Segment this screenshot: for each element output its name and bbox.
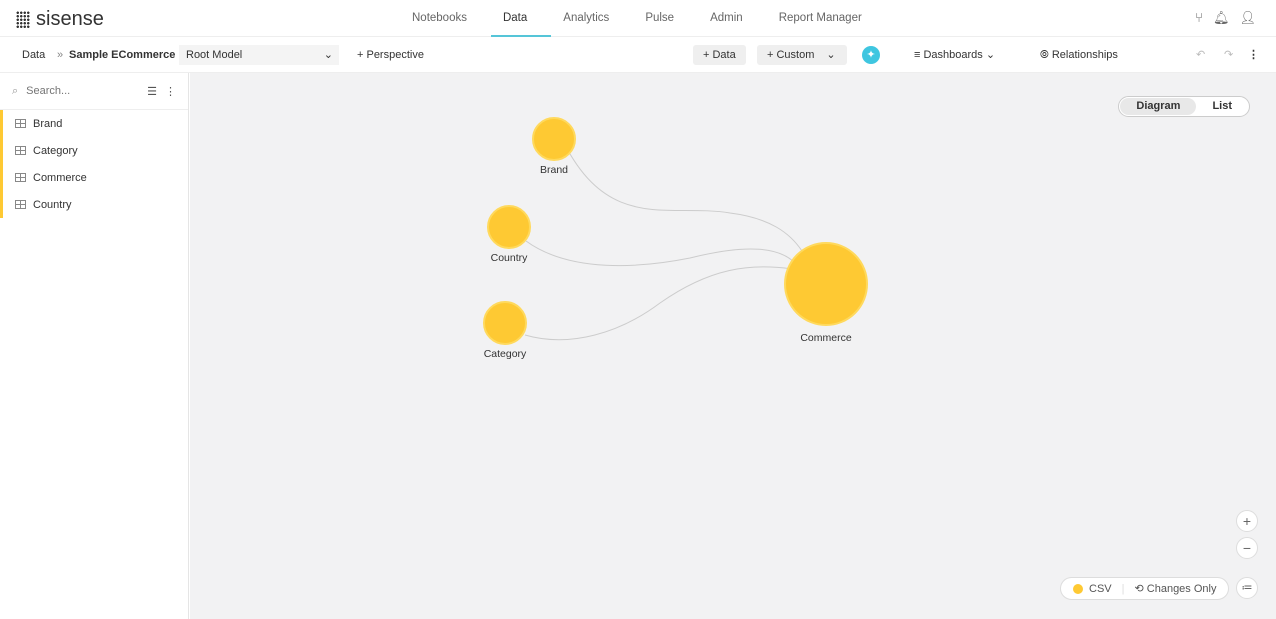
changes-only-toggle[interactable]: ⟲ Changes Only (1134, 583, 1217, 595)
sidebar-item-brand[interactable]: Brand (0, 110, 188, 137)
node-commerce[interactable] (784, 242, 868, 326)
nav-analytics[interactable]: Analytics (563, 12, 610, 24)
relationship-line (524, 266, 793, 341)
legend: CSV | ⟲ Changes Only (1060, 577, 1230, 600)
sidebar-item-country[interactable]: Country (0, 191, 188, 218)
add-perspective-button[interactable]: + Perspective (357, 49, 424, 61)
table-icon (15, 146, 26, 155)
table-icon (15, 173, 26, 182)
node-brand[interactable] (532, 117, 576, 161)
nav-data[interactable]: Data (490, 0, 552, 37)
relationship-lines (524, 142, 803, 341)
relationship-line (525, 240, 796, 267)
logo-icon (16, 10, 30, 29)
tab-list[interactable]: List (1212, 100, 1232, 112)
sidebar: ⌕ ☰ ⋮ Brand Category Commerce Country (0, 73, 189, 619)
list-icon: ≡ (914, 49, 924, 61)
node-country[interactable] (487, 205, 531, 249)
redo-icon[interactable]: ↷ (1224, 49, 1234, 61)
sisense-logo[interactable]: sisense (16, 8, 104, 31)
layout-icon[interactable]: ☰ (147, 85, 157, 98)
table-icon (15, 200, 26, 209)
top-nav-bar: sisense Notebooks Data Analytics Pulse A… (0, 0, 1276, 37)
node-label-category: Category (483, 348, 527, 360)
table-icon (15, 119, 26, 128)
node-label-brand: Brand (539, 164, 569, 176)
relationships-icon: ⦾ (1040, 49, 1052, 61)
node-label-country: Country (490, 252, 528, 264)
more-icon[interactable]: ⋮ (1248, 49, 1259, 61)
diagram-canvas[interactable]: Diagram List Brand Country Category Comm… (190, 73, 1276, 619)
sidebar-item-commerce[interactable]: Commerce (0, 164, 188, 191)
chevron-down-icon: ⌄ (323, 49, 333, 61)
undo-icon[interactable]: ↶ (1196, 49, 1206, 61)
search-icon: ⌕ (12, 84, 19, 97)
zoom-in-button[interactable]: + (1236, 510, 1258, 532)
more-icon[interactable]: ⋮ (165, 85, 176, 98)
nav-pulse[interactable]: Pulse (645, 12, 675, 24)
nav-notebooks[interactable]: Notebooks (412, 12, 467, 24)
git-branch-icon[interactable]: ⑂ (1195, 10, 1203, 25)
node-label-commerce: Commerce (800, 332, 852, 344)
dashboards-button[interactable]: ≡ Dashboards ⌄ (914, 49, 996, 61)
sidebar-item-category[interactable]: Category (0, 137, 188, 164)
custom-button[interactable]: + Custom ⌄ (757, 45, 847, 65)
relationships-button[interactable]: ⦾ Relationships (1040, 49, 1118, 61)
chevron-down-icon: ⌄ (826, 49, 836, 61)
view-toggle: Diagram List (1118, 96, 1250, 117)
bell-icon[interactable]: 🔔︎ (1212, 10, 1230, 25)
changes-icon: ⟲ (1134, 583, 1147, 595)
ai-assistant-icon[interactable]: ✦ (862, 46, 880, 64)
csv-dot-icon (1073, 583, 1083, 594)
main-nav: Notebooks Data Analytics Pulse Admin Rep… (400, 0, 886, 37)
relationship-line (563, 142, 803, 252)
add-data-button[interactable]: + Data (693, 45, 746, 65)
search-input[interactable] (26, 85, 127, 97)
model-toolbar: Data » Sample ECommerce Root Model ⌄ + Pe… (0, 37, 1276, 73)
legend-list-button[interactable]: ≔ (1236, 577, 1258, 599)
nav-admin[interactable]: Admin (710, 12, 743, 24)
model-select[interactable]: Root Model ⌄ (179, 45, 339, 65)
zoom-out-button[interactable]: − (1236, 537, 1258, 559)
breadcrumb-separator: » (57, 49, 64, 61)
breadcrumb-data[interactable]: Data (22, 49, 46, 61)
nav-report-manager[interactable]: Report Manager (778, 12, 862, 24)
legend-csv[interactable]: CSV (1073, 583, 1112, 595)
node-category[interactable] (483, 301, 527, 345)
breadcrumb-current: Sample ECommerce (69, 49, 176, 61)
tab-diagram[interactable]: Diagram (1120, 98, 1197, 115)
user-icon[interactable]: 👤︎ (1239, 10, 1256, 25)
